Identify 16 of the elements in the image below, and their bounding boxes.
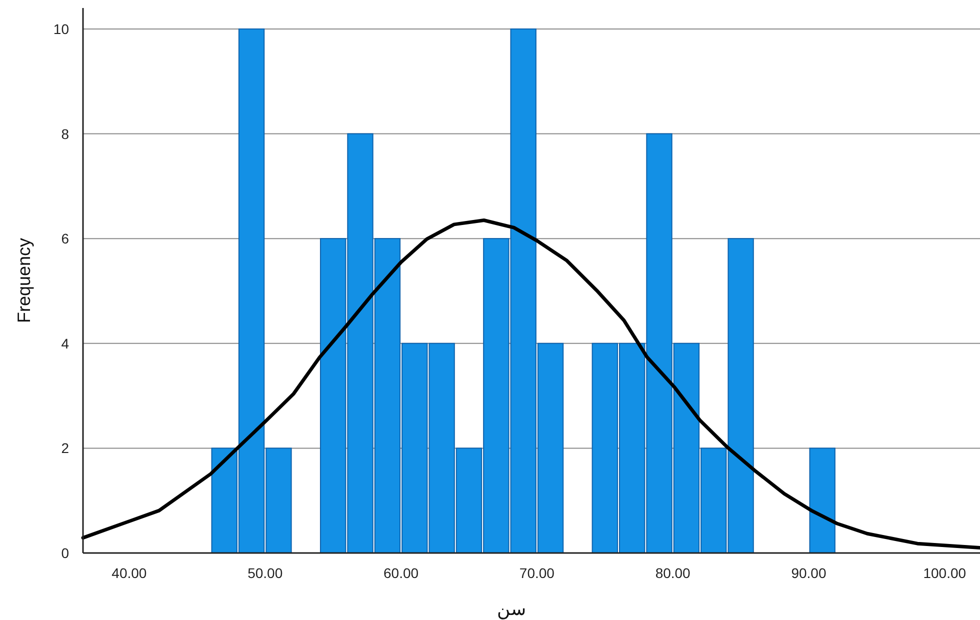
x-tick-label: 70.00 (519, 565, 555, 581)
x-tick-label: 100.00 (923, 565, 966, 581)
x-tick-label: 90.00 (791, 565, 826, 581)
y-tick-label: 2 (61, 440, 70, 456)
x-axis-title: سن (497, 599, 526, 620)
y-tick-label: 6 (61, 230, 70, 247)
y-tick-label: 8 (61, 126, 70, 142)
y-tick-label: 0 (61, 545, 70, 561)
x-tick-label: 60.00 (384, 565, 419, 581)
y-tick-label: 10 (53, 20, 70, 37)
x-tick-label: 80.00 (655, 565, 691, 581)
x-tick-label: 50.00 (248, 565, 283, 581)
y-axis-title: Frequency (14, 238, 34, 324)
x-tick-label: 40.00 (112, 565, 147, 581)
line-series (81, 218, 980, 550)
y-tick-label: 4 (61, 335, 70, 352)
